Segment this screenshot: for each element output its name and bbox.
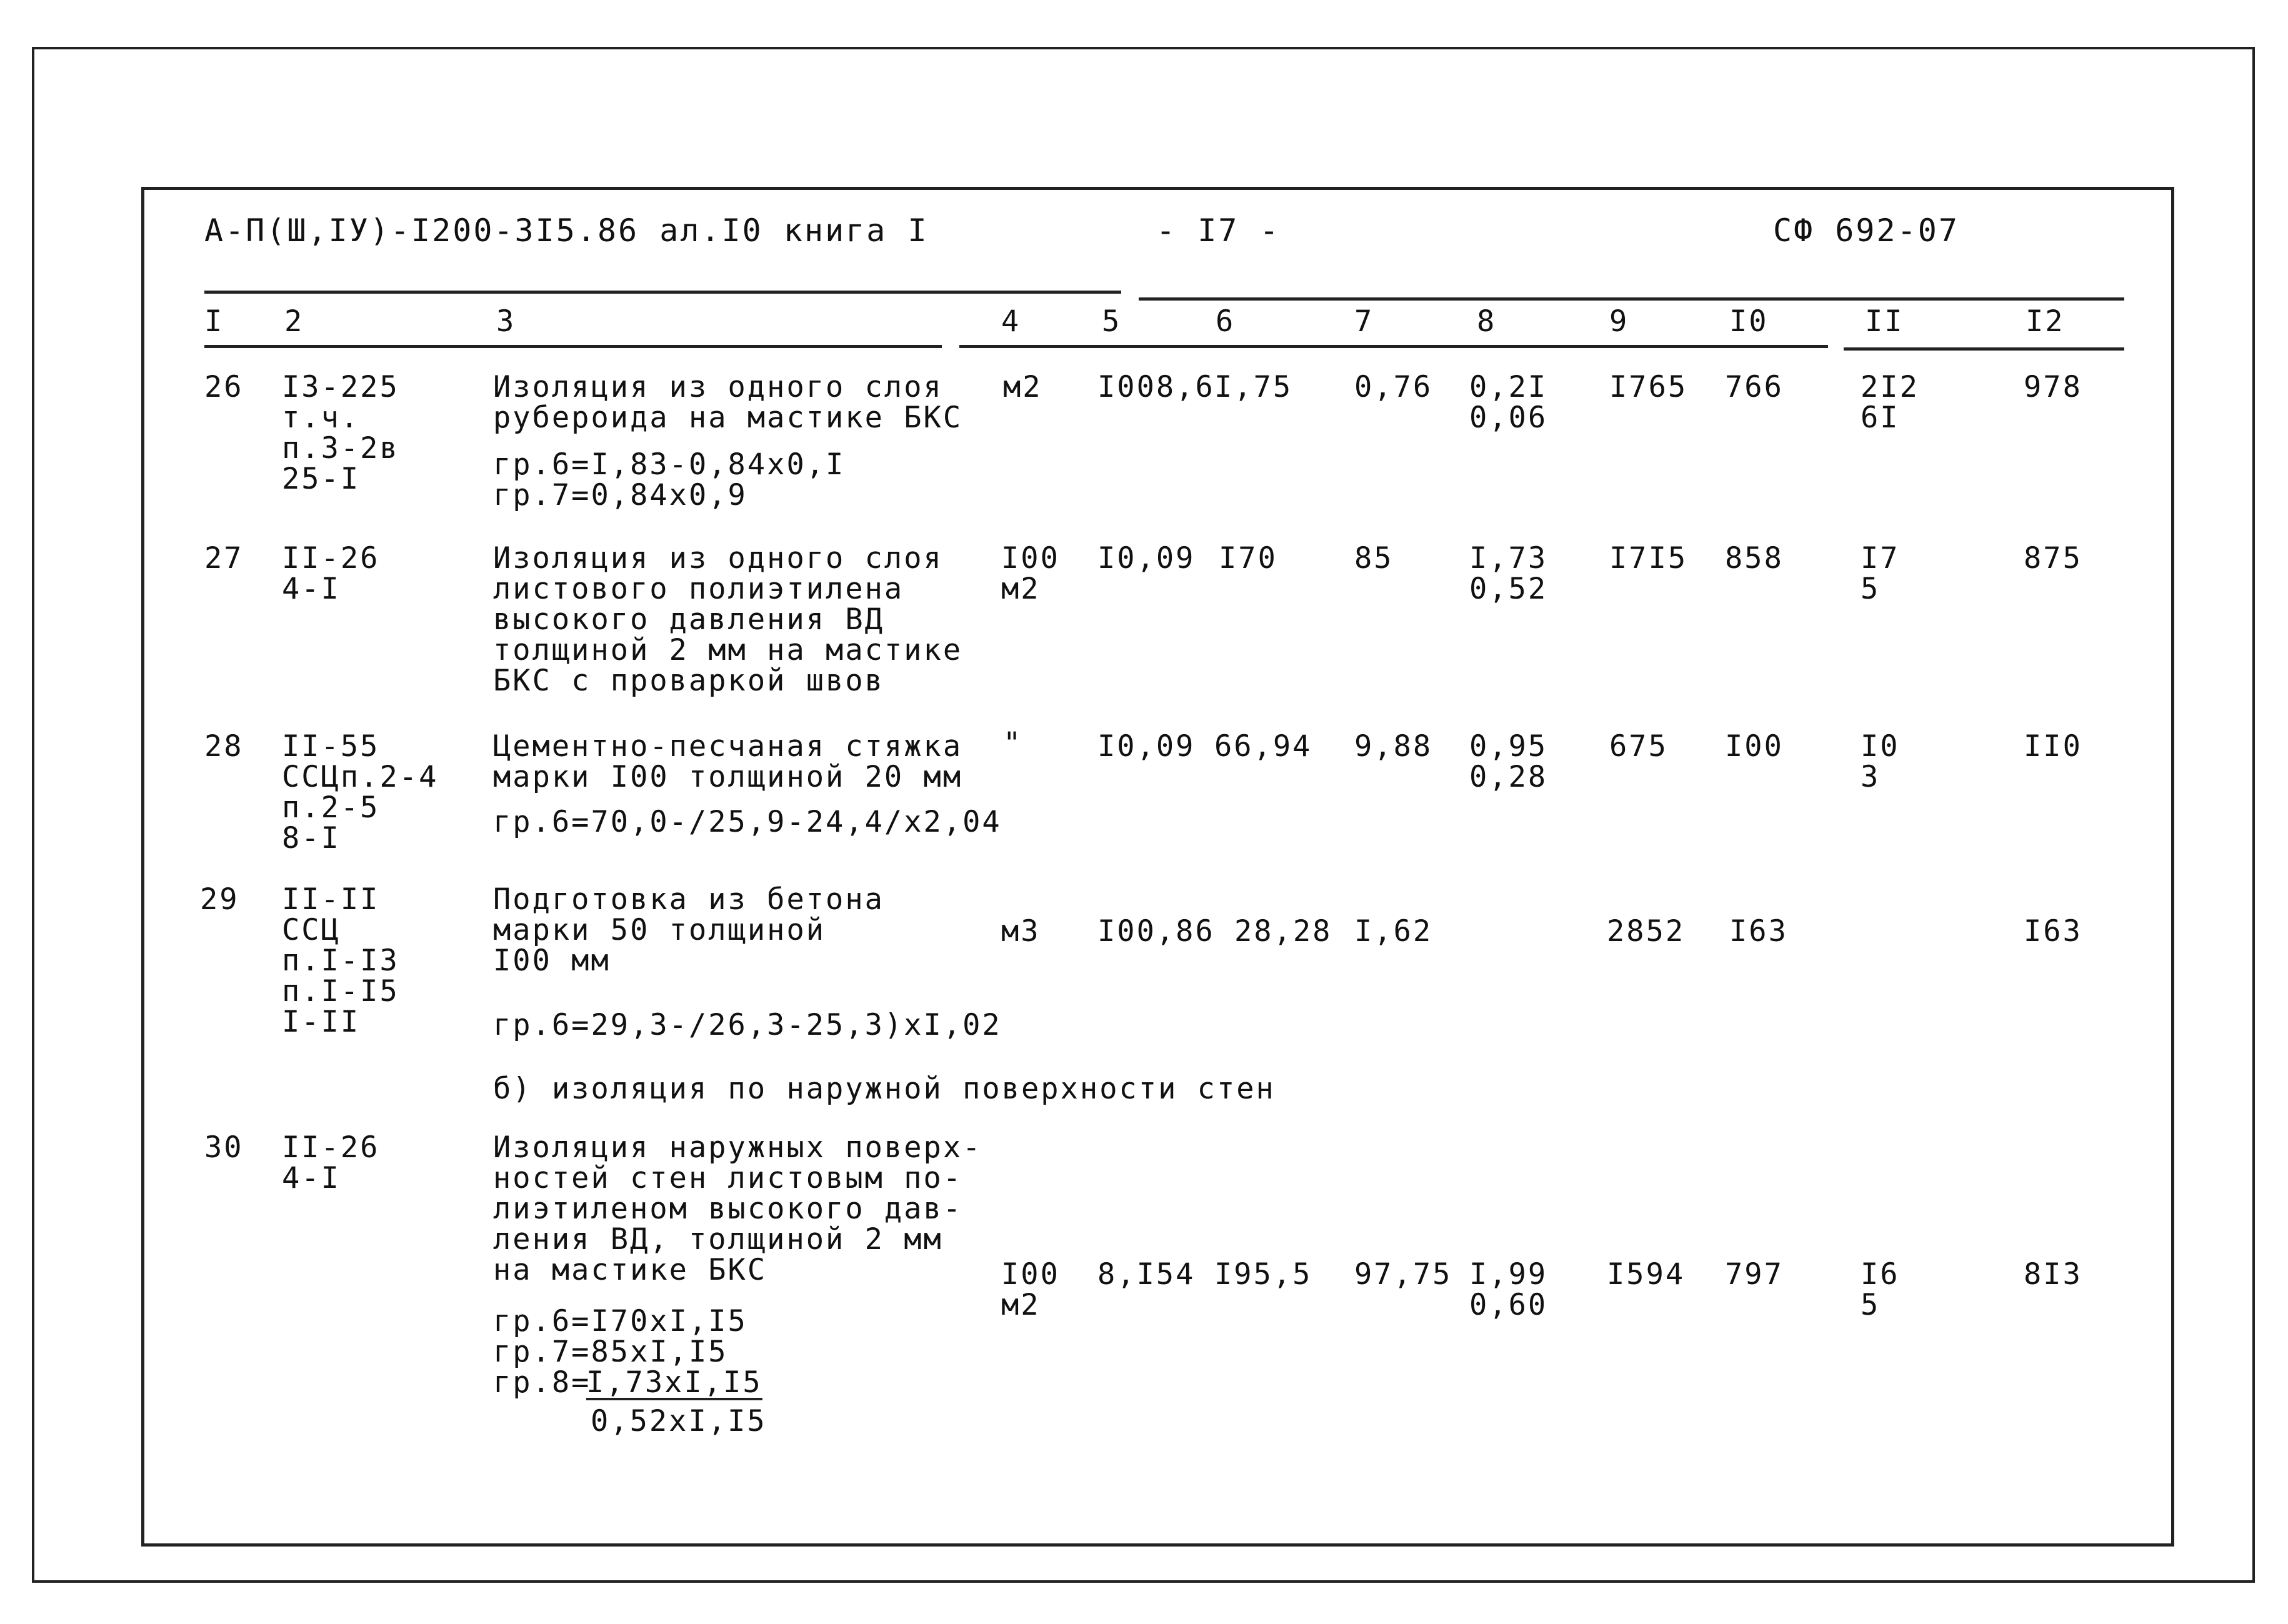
column-header: 6 (1216, 304, 1236, 339)
calc-formula: гр.6=I,83-0,84х0,I гр.7=0,84х0,9 (493, 447, 846, 512)
page-frame (141, 187, 2174, 1547)
col-10-value: 766 (1725, 370, 1784, 404)
header-bottom-rule (204, 345, 942, 348)
column-header: I2 (2026, 304, 2065, 339)
unit: м3 (1001, 914, 1041, 949)
col-7-value: 85 (1354, 541, 1394, 575)
document-code: А-П(Ш,IУ)-I200-3I5.86 ал.I0 книга I (204, 212, 929, 249)
row-number: 27 (204, 541, 244, 575)
calc-formula-prefix: гр.8= (493, 1365, 591, 1400)
norm-code: II-26 4-I (282, 1130, 380, 1195)
unit-cost: I95,5 (1214, 1257, 1312, 1292)
column-header: 7 (1354, 304, 1374, 339)
calc-formula-numerator: I,73хI,I5 (586, 1365, 762, 1400)
unit-cost: 66,94 (1214, 729, 1312, 764)
col-12-value: 875 (2024, 541, 2082, 575)
col-9-value: I594 (1607, 1257, 1686, 1292)
quantity: 8,I54 (1097, 1257, 1196, 1292)
column-header: 2 (284, 304, 304, 339)
work-description: Цементно-песчаная стяжка марки I00 толщи… (493, 729, 963, 794)
col-8-value: I,99 0,60 (1469, 1257, 1548, 1322)
header-bottom-rule (1844, 347, 2124, 351)
column-header: II (1865, 304, 1904, 339)
col-9-value: I765 (1609, 370, 1688, 404)
unit: м2 (1003, 370, 1042, 404)
col-11-value: 2I2 6I (1861, 370, 1919, 435)
row-number: 26 (204, 370, 244, 404)
calc-formula: гр.6=I70хI,I5 гр.7=85хI,I5 (493, 1304, 747, 1369)
column-header: 9 (1609, 304, 1629, 339)
column-header: 3 (496, 304, 516, 339)
col-8-value: I,73 0,52 (1469, 541, 1548, 606)
col-12-value: II0 (2024, 729, 2082, 764)
col-7-value: 9,88 (1354, 729, 1433, 764)
col-7-value: 0,76 (1354, 370, 1433, 404)
quantity: I008,6 (1097, 370, 1215, 404)
column-header: 5 (1102, 304, 1122, 339)
quantity: I0,09 (1097, 729, 1196, 764)
row-number: 28 (204, 729, 244, 764)
col-10-value: I00 (1725, 729, 1784, 764)
row-number: 30 (204, 1130, 244, 1165)
column-header: I (204, 304, 224, 339)
column-header: 4 (1001, 304, 1021, 339)
section-heading: б) изоляция по наружной поверхности стен (493, 1072, 1276, 1106)
column-header: I0 (1729, 304, 1769, 339)
work-description: Изоляция наружных поверх- ностей стен ли… (493, 1130, 982, 1287)
col-9-value: I7I5 (1609, 541, 1688, 575)
col-8-value: 0,2I 0,06 (1469, 370, 1548, 435)
unit: " (1003, 726, 1023, 760)
quantity: I0,09 (1097, 541, 1196, 575)
unit-cost: I,75 (1214, 370, 1293, 404)
calc-formula: гр.6=29,3-/26,3-25,3)хI,02 (493, 1008, 1002, 1042)
col-10-value: 797 (1725, 1257, 1784, 1292)
column-header: 8 (1477, 304, 1497, 339)
calc-formula-denominator: 0,52хI,I5 (591, 1404, 767, 1438)
col-7-value: 97,75 (1354, 1257, 1452, 1292)
col-10-value: I63 (1729, 914, 1788, 949)
unit: I00 м2 (1001, 1257, 1060, 1322)
norm-code: I3-225 т.ч. п.3-2в 25-I (282, 370, 399, 496)
outer-border (32, 47, 2255, 1583)
norm-code: II-II ССЦ п.I-I3 п.I-I5 I-II (282, 882, 399, 1039)
calc-formula: гр.6=70,0-/25,9-24,4/х2,04 (493, 805, 1002, 839)
col-12-value: I63 (2024, 914, 2082, 949)
norm-code: II-55 ССЦп.2-4 п.2-5 8-I (282, 729, 439, 855)
unit-cost: I70 (1219, 541, 1277, 575)
norm-code: II-26 4-I (282, 541, 380, 606)
col-11-value: I0 3 (1861, 729, 1900, 794)
table-top-rule (1139, 297, 2124, 301)
col-9-value: 675 (1609, 729, 1668, 764)
col-11-value: I6 5 (1861, 1257, 1900, 1322)
row-number: 29 (200, 882, 239, 917)
page-number: - I7 - (1156, 212, 1281, 249)
header-bottom-rule (959, 345, 1828, 348)
sheet-code: СФ 692-07 (1773, 212, 1959, 249)
col-12-value: 978 (2024, 370, 2082, 404)
col-12-value: 8I3 (2024, 1257, 2082, 1292)
table-top-rule (204, 291, 1121, 294)
col-7-value: I,62 (1354, 914, 1433, 949)
unit: I00 м2 (1001, 541, 1060, 606)
col-8-value: 0,95 0,28 (1469, 729, 1548, 794)
col-9-value: 2852 (1607, 914, 1686, 949)
work-description: Подготовка из бетона марки 50 толщиной I… (493, 882, 884, 978)
work-description: Изоляция из одного слоя листового полиэт… (493, 541, 963, 698)
unit-cost: 28,28 (1234, 914, 1332, 949)
col-11-value: I7 5 (1861, 541, 1900, 606)
work-description: Изоляция из одного слоя рубероида на мас… (493, 370, 963, 435)
col-10-value: 858 (1725, 541, 1784, 575)
quantity: I00,86 (1097, 914, 1215, 949)
